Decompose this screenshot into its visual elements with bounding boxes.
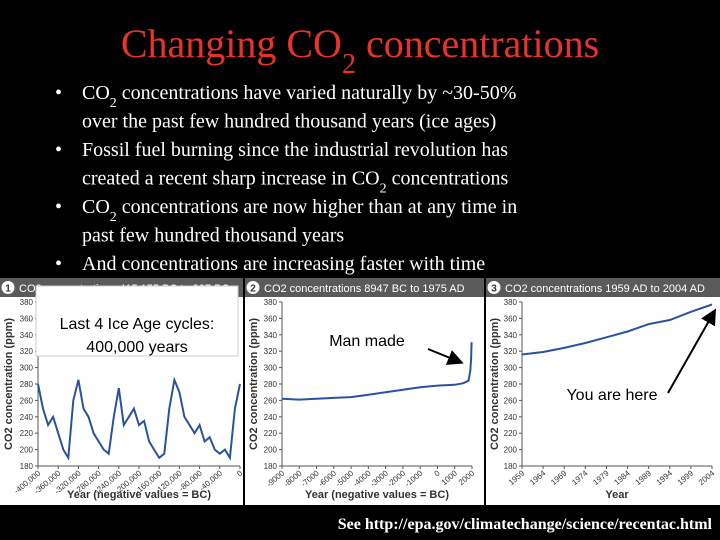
panel-number-badge xyxy=(246,281,260,294)
text-segment: CO xyxy=(82,82,110,104)
bullet-text: CO2 concentrations are now higher than a… xyxy=(82,196,517,225)
y-axis-label: CO2 concentration (ppm) xyxy=(3,318,15,450)
annotation: Last 4 Ice Age cycles: xyxy=(60,316,215,333)
annotation-box xyxy=(35,285,239,357)
y-tick-label: 340 xyxy=(264,331,278,340)
bullet-text: created a recent sharp increase in CO2 c… xyxy=(82,168,508,197)
y-tick-label: 300 xyxy=(264,364,278,373)
bullet-text: Fossil fuel burning since the industrial… xyxy=(82,139,508,161)
bullet-symbol: • xyxy=(55,253,62,275)
y-tick-label: 340 xyxy=(20,331,34,340)
y-tick-label: 360 xyxy=(20,314,34,323)
x-axis-label: Year (negative values = BC) xyxy=(67,489,211,501)
subscript: 2 xyxy=(110,96,117,111)
y-tick-label: 220 xyxy=(20,429,34,438)
y-tick-label: 260 xyxy=(504,396,518,405)
y-tick-label: 280 xyxy=(20,380,34,389)
data-line xyxy=(521,303,713,356)
bullet-symbol: • xyxy=(55,82,62,104)
y-tick-label: 260 xyxy=(264,396,278,405)
panel-header xyxy=(486,278,720,297)
slide-title: Changing CO2 concentrations xyxy=(121,21,599,80)
bullet-text: And concentrations are increasing faster… xyxy=(82,253,485,275)
panel-number-badge xyxy=(487,281,501,294)
y-axis-label: CO2 concentration (ppm) xyxy=(248,318,260,450)
y-tick-label: 240 xyxy=(264,413,278,422)
y-tick-label: 320 xyxy=(20,347,34,356)
y-tick-label: 200 xyxy=(264,446,278,455)
text-segment: concentrations xyxy=(387,168,509,190)
text-segment: And concentrations are increasing faster… xyxy=(82,253,485,275)
panel-title: CO2 concentrations 1959 AD to 2004 AD xyxy=(505,283,705,295)
y-tick-label: 280 xyxy=(264,380,278,389)
y-tick-label: 380 xyxy=(504,298,518,307)
y-tick-label: 260 xyxy=(20,396,34,405)
text-segment: past few hundred thousand years xyxy=(82,225,344,247)
y-tick-label: 300 xyxy=(504,364,518,373)
text-segment: concentrations have varied naturally by … xyxy=(117,82,517,104)
panel-background xyxy=(245,278,484,505)
y-tick-label: 220 xyxy=(504,429,518,438)
annotation: You are here xyxy=(566,387,657,404)
y-tick-label: 240 xyxy=(20,413,34,422)
bullet-text: over the past few hundred thousand years… xyxy=(82,111,496,133)
footer: See http://epa.gov/climatechange/science… xyxy=(338,516,713,533)
text-segment: Changing CO xyxy=(121,21,342,66)
panel-number: 3 xyxy=(491,284,497,295)
text-segment: concentrations xyxy=(356,21,599,66)
x-tick-label: 0 xyxy=(433,468,443,478)
y-tick-label: 360 xyxy=(504,314,518,323)
y-tick-label: 340 xyxy=(504,331,518,340)
y-tick-label: 320 xyxy=(264,347,278,356)
y-tick-label: 380 xyxy=(20,298,34,307)
bullet-text: past few hundred thousand years xyxy=(82,225,344,247)
x-axis-label: Year xyxy=(605,489,629,501)
y-tick-label: 220 xyxy=(264,429,278,438)
y-tick-label: 380 xyxy=(264,298,278,307)
subscript: 2 xyxy=(342,49,356,80)
annotation: 400,000 years xyxy=(86,339,187,356)
bullet-text: CO2 concentrations have varied naturally… xyxy=(82,82,516,111)
text-segment: over the past few hundred thousand years… xyxy=(82,111,496,133)
text-segment: created a recent sharp increase in CO xyxy=(82,168,380,190)
x-axis-label: Year (negative values = BC) xyxy=(305,489,449,501)
bullet-symbol: • xyxy=(55,139,62,161)
y-tick-label: 360 xyxy=(264,314,278,323)
subscript: 2 xyxy=(380,181,387,196)
annotation: Man made xyxy=(329,333,405,350)
text-segment: Fossil fuel burning since the industrial… xyxy=(82,139,508,161)
y-tick-label: 180 xyxy=(20,462,34,471)
annotation-arrow xyxy=(427,348,464,365)
y-tick-label: 180 xyxy=(504,462,518,471)
y-tick-label: 240 xyxy=(504,413,518,422)
text-segment: CO xyxy=(82,196,110,218)
data-line xyxy=(37,376,241,461)
panel-number-badge xyxy=(1,281,15,294)
y-tick-label: 200 xyxy=(504,446,518,455)
y-tick-label: 200 xyxy=(20,446,34,455)
y-axis-label: CO2 concentration (ppm) xyxy=(489,318,501,450)
y-tick-label: 300 xyxy=(20,364,34,373)
panel-title: CO2 concentrations 8947 BC to 1975 AD xyxy=(264,283,465,295)
y-tick-label: 320 xyxy=(504,347,518,356)
panel-number: 2 xyxy=(250,284,256,295)
annotation-arrow xyxy=(667,308,716,394)
text-segment: concentrations are now higher than at an… xyxy=(117,196,517,218)
subscript: 2 xyxy=(110,210,117,225)
y-tick-label: 280 xyxy=(504,380,518,389)
x-tick-label: 0 xyxy=(235,468,245,478)
y-tick-label: 180 xyxy=(264,462,278,471)
data-line xyxy=(281,342,473,401)
panel-header xyxy=(245,278,484,297)
bullet-symbol: • xyxy=(55,196,62,218)
panel-number: 1 xyxy=(5,284,11,295)
